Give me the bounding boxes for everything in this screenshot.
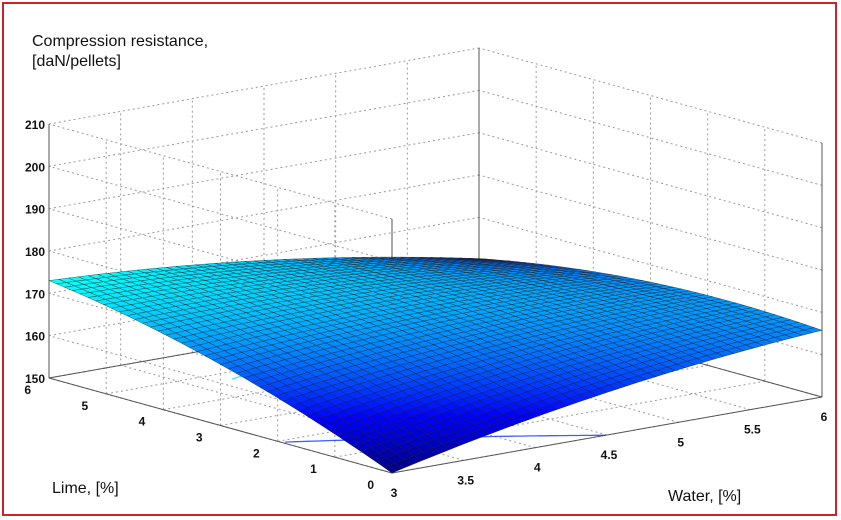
left-wall-grid-line [48,292,393,389]
right-wall-grid-line [478,47,823,144]
z-axis-label-line-2: [daN/pellets] [32,53,121,70]
z-tick-label: 200 [25,160,45,174]
left-wall-grid-line [48,250,393,347]
z-tick-label: 170 [25,287,45,301]
z-tick-label: 180 [25,245,45,259]
z-tick-label: 210 [25,118,45,132]
y-tick-label: 0 [367,478,374,492]
x-tick-label: 6 [821,410,828,424]
y-tick-label: 6 [24,383,31,397]
y-tick-label: 5 [82,399,89,413]
x-tick-label: 3 [391,486,398,500]
base-grid-line [120,364,464,461]
z-tick-label: 190 [25,203,45,217]
y-tick-label: 1 [310,462,317,476]
x-tick-label: 4.5 [601,448,618,462]
x-axis-label: Water, [%] [668,488,742,505]
y-tick-label: 4 [139,415,146,429]
z-axis-label: Compression resistance, [daN/pellets] [32,32,208,72]
right-wall-grid-line [478,89,823,186]
surface-plot: 150 160 170 180 190 200 210 0 1 2 3 4 5 6 3 3.5 4 4.5 5 5.5… [24,47,828,500]
surface-layer [48,256,823,474]
left-wall-grid-line [48,165,393,262]
axis-box-edge [48,377,393,474]
x-tick-label: 5.5 [744,423,761,437]
left-wall-grid-line [48,208,393,305]
left-wall-grid-line [48,123,393,220]
right-wall-grid-line [478,132,823,229]
left-wall-grid-line [48,335,393,432]
z-tick-label: 160 [25,330,45,344]
right-wall-grid-line [478,174,823,271]
right-wall-grid-line [478,216,823,313]
x-tick-label: 4 [534,461,541,475]
tick-layer: 150 160 170 180 190 200 210 0 1 2 3 4 5 6 3 3.5 4 4.5 5 5.5… [24,118,827,500]
z-axis-label-line-1: Compression resistance, [32,33,209,50]
x-tick-label: 3.5 [457,473,474,487]
x-tick-label: 5 [677,435,684,449]
axis-box-edge [391,396,823,474]
z-tick-label: 150 [25,372,45,386]
y-tick-label: 2 [253,446,260,460]
surface-facet [803,327,823,333]
y-axis-label: Lime, [%] [52,480,119,497]
y-tick-label: 3 [196,431,203,445]
